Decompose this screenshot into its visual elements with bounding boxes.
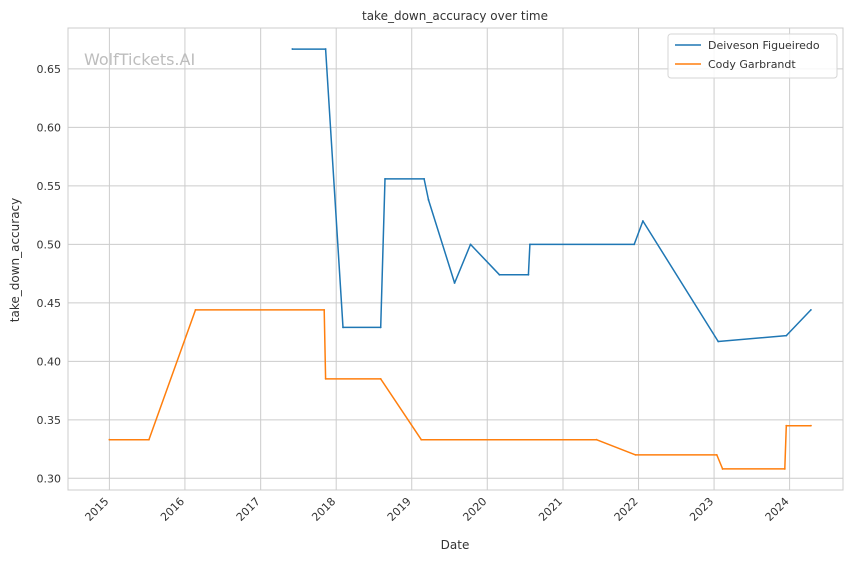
series-2-point [148,438,150,441]
series-1-point [379,326,382,329]
series-2-point [379,377,382,380]
series-2-point [785,424,788,427]
series-2-point [634,454,637,456]
series-1-point [342,326,344,329]
series-1-point [469,243,472,246]
legend-label-series-2: Cody Garbrandt [708,58,796,71]
grid [68,28,843,490]
series-2-point [324,377,327,380]
series-2-point [108,438,111,441]
y-tick-label: 0.50 [37,238,62,251]
series-1-point [717,340,720,343]
series-2-point [721,468,724,470]
series-1-point [427,199,430,201]
chart-title: take_down_accuracy over time [362,9,548,23]
y-tick-label: 0.35 [37,414,62,427]
y-tick-label: 0.40 [37,355,62,368]
series-1-point [641,220,644,222]
series-2-point [715,454,718,456]
y-axis-label: take_down_accuracy [8,198,22,322]
series-1-point [528,243,531,246]
y-tick-label: 0.45 [37,297,62,310]
legend-box [667,33,838,79]
y-tick-label: 0.65 [37,63,62,76]
y-tick-label: 0.55 [37,180,62,193]
plot-frame [67,27,844,491]
series-1-point [785,334,788,337]
series-2-point [783,468,786,470]
y-tick-label: 0.30 [37,472,62,485]
series-1-point [384,177,386,180]
series-1-point [324,48,327,50]
series-2-point [420,438,423,441]
series-2-point [194,308,197,311]
series-lines [108,48,812,470]
watermark: WolfTickets.AI [84,50,195,69]
series-1-point [291,48,294,50]
series-2-point [810,424,812,427]
series-2-point [595,438,598,441]
y-tick-label: 0.60 [37,121,62,134]
series-2-point [323,308,326,311]
x-axis-label: Date [441,538,470,552]
series-1-point [423,177,426,180]
series-1-point [527,273,530,276]
series-1-point [810,308,812,311]
series-1-point [633,243,636,246]
series-line-2 [109,309,811,470]
legend: Deiveson Figueiredo Cody Garbrandt [667,33,838,79]
legend-label-series-1: Deiveson Figueiredo [708,39,820,52]
series-1-point [453,282,456,284]
series-1-point [498,273,501,276]
